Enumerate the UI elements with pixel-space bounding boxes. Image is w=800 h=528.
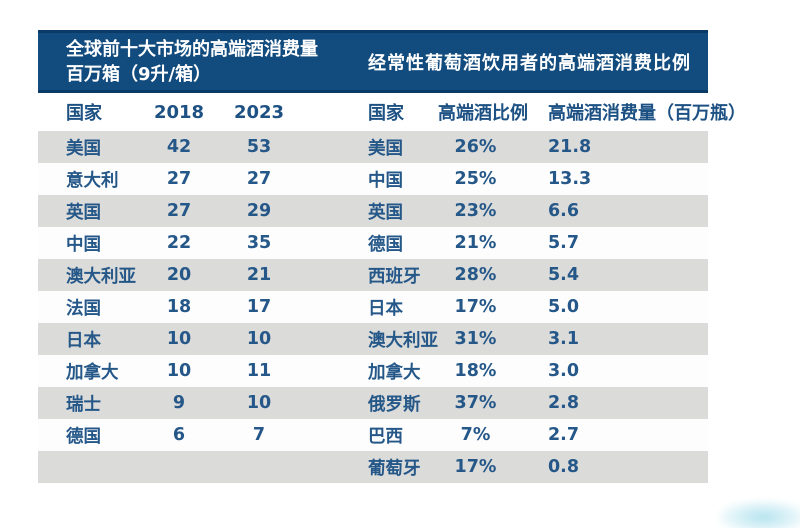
- table-row: 意大利 27 27 中国 25% 13.3: [38, 163, 708, 195]
- right-volume-cell: 6.6: [548, 201, 580, 221]
- left-country-cell: 瑞士: [66, 394, 101, 415]
- right-ratio-cell: 37%: [454, 393, 497, 413]
- left-2023-cell: 29: [246, 201, 272, 221]
- right-ratio-cell: 28%: [454, 265, 497, 285]
- left-2018-cell: 20: [166, 265, 192, 285]
- right-volume-cell: 3.0: [548, 361, 580, 381]
- left-table-title: 全球前十大市场的高端酒消费量 百万箱（9升/箱）: [38, 37, 368, 87]
- left-2023-cell: 21: [246, 265, 272, 285]
- column-header-row: 国家 2018 2023 国家 高端酒比例 高端酒消费量（百万瓶）: [38, 93, 746, 131]
- left-table-title-line1: 全球前十大市场的高端酒消费量: [66, 38, 318, 60]
- right-country-cell: 德国: [368, 234, 403, 255]
- table-row: 法国 18 17 日本 17% 5.0: [38, 291, 708, 323]
- right-volume-cell: 5.4: [548, 265, 580, 285]
- left-2018-column-header: 2018: [153, 101, 205, 123]
- right-ratio-column-header: 高端酒比例: [438, 103, 528, 124]
- right-ratio-cell: 25%: [454, 169, 497, 189]
- left-2023-cell: 10: [246, 329, 272, 349]
- left-2023-cell: 27: [246, 169, 272, 189]
- left-country-cell: 法国: [66, 298, 101, 319]
- right-volume-cell: 5.0: [548, 297, 580, 317]
- left-2018-cell: 42: [166, 137, 192, 157]
- left-country-cell: 英国: [66, 202, 101, 223]
- right-volume-cell: 13.3: [548, 169, 592, 189]
- right-volume-column-header: 高端酒消费量（百万瓶）: [548, 103, 746, 124]
- right-ratio-cell: 17%: [454, 457, 497, 477]
- watermark-artifact: [718, 500, 800, 528]
- table-title-band: 全球前十大市场的高端酒消费量 百万箱（9升/箱） 经常性葡萄酒饮用者的高端酒消费…: [38, 30, 708, 93]
- right-ratio-cell: 31%: [454, 329, 497, 349]
- left-2018-cell: 10: [166, 329, 192, 349]
- left-2018-cell: 22: [166, 233, 192, 253]
- right-ratio-cell: 26%: [454, 137, 497, 157]
- right-country-cell: 西班牙: [368, 266, 421, 287]
- right-ratio-cell: 17%: [454, 297, 497, 317]
- right-volume-cell: 2.8: [548, 393, 580, 413]
- left-2023-cell: 35: [246, 233, 272, 253]
- table-row: 英国 27 29 英国 23% 6.6: [38, 195, 708, 227]
- left-2018-cell: 27: [166, 201, 192, 221]
- right-ratio-cell: 7%: [460, 425, 491, 445]
- right-country-cell: 加拿大: [368, 362, 421, 383]
- right-country-cell: 日本: [368, 298, 403, 319]
- table-row: 葡萄牙 17% 0.8: [38, 451, 708, 483]
- left-country-cell: 德国: [66, 426, 101, 447]
- left-2018-cell: 18: [166, 297, 192, 317]
- left-country-cell: 日本: [66, 330, 101, 351]
- right-volume-cell: 3.1: [548, 329, 580, 349]
- table-row: 澳大利亚 20 21 西班牙 28% 5.4: [38, 259, 708, 291]
- left-2018-cell: 10: [166, 361, 192, 381]
- left-2023-cell: 11: [246, 361, 272, 381]
- right-ratio-cell: 23%: [454, 201, 497, 221]
- right-volume-cell: 0.8: [548, 457, 580, 477]
- table-row: 瑞士 9 10 俄罗斯 37% 2.8: [38, 387, 708, 419]
- right-volume-cell: 5.7: [548, 233, 580, 253]
- left-2023-cell: 7: [252, 425, 266, 445]
- left-country-cell: 美国: [66, 138, 101, 159]
- table-row: 中国 22 35 德国 21% 5.7: [38, 227, 708, 259]
- right-volume-cell: 21.8: [548, 137, 592, 157]
- left-country-cell: 中国: [66, 234, 101, 255]
- right-country-cell: 澳大利亚: [368, 330, 438, 351]
- table-row: 加拿大 10 11 加拿大 18% 3.0: [38, 355, 708, 387]
- right-country-cell: 巴西: [368, 426, 403, 447]
- right-country-cell: 中国: [368, 170, 403, 191]
- left-2023-cell: 17: [246, 297, 272, 317]
- left-2018-cell: 6: [172, 425, 186, 445]
- right-table-title: 经常性葡萄酒饮用者的高端酒消费比例: [368, 52, 691, 74]
- left-country-column-header: 国家: [66, 103, 102, 124]
- left-2018-cell: 9: [172, 393, 186, 413]
- table-row: 日本 10 10 澳大利亚 31% 3.1: [38, 323, 708, 355]
- left-country-cell: 澳大利亚: [66, 266, 136, 287]
- table-row: 德国 6 7 巴西 7% 2.7: [38, 419, 708, 451]
- right-country-cell: 美国: [368, 138, 403, 159]
- right-country-cell: 葡萄牙: [368, 458, 421, 479]
- left-2023-column-header: 2023: [233, 101, 285, 123]
- right-volume-cell: 2.7: [548, 425, 580, 445]
- left-table-title-line2: 百万箱（9升/箱）: [66, 63, 212, 85]
- right-country-cell: 英国: [368, 202, 403, 223]
- left-country-cell: 加拿大: [66, 362, 119, 383]
- right-country-cell: 俄罗斯: [368, 394, 421, 415]
- left-country-cell: 意大利: [66, 170, 119, 191]
- table-row: 美国 42 53 美国 26% 21.8: [38, 131, 708, 163]
- right-ratio-cell: 18%: [454, 361, 497, 381]
- dual-table-panel: 全球前十大市场的高端酒消费量 百万箱（9升/箱） 经常性葡萄酒饮用者的高端酒消费…: [38, 30, 746, 483]
- left-2018-cell: 27: [166, 169, 192, 189]
- left-2023-cell: 53: [246, 137, 272, 157]
- right-country-column-header: 国家: [368, 103, 404, 124]
- left-2023-cell: 10: [246, 393, 272, 413]
- right-ratio-cell: 21%: [454, 233, 497, 253]
